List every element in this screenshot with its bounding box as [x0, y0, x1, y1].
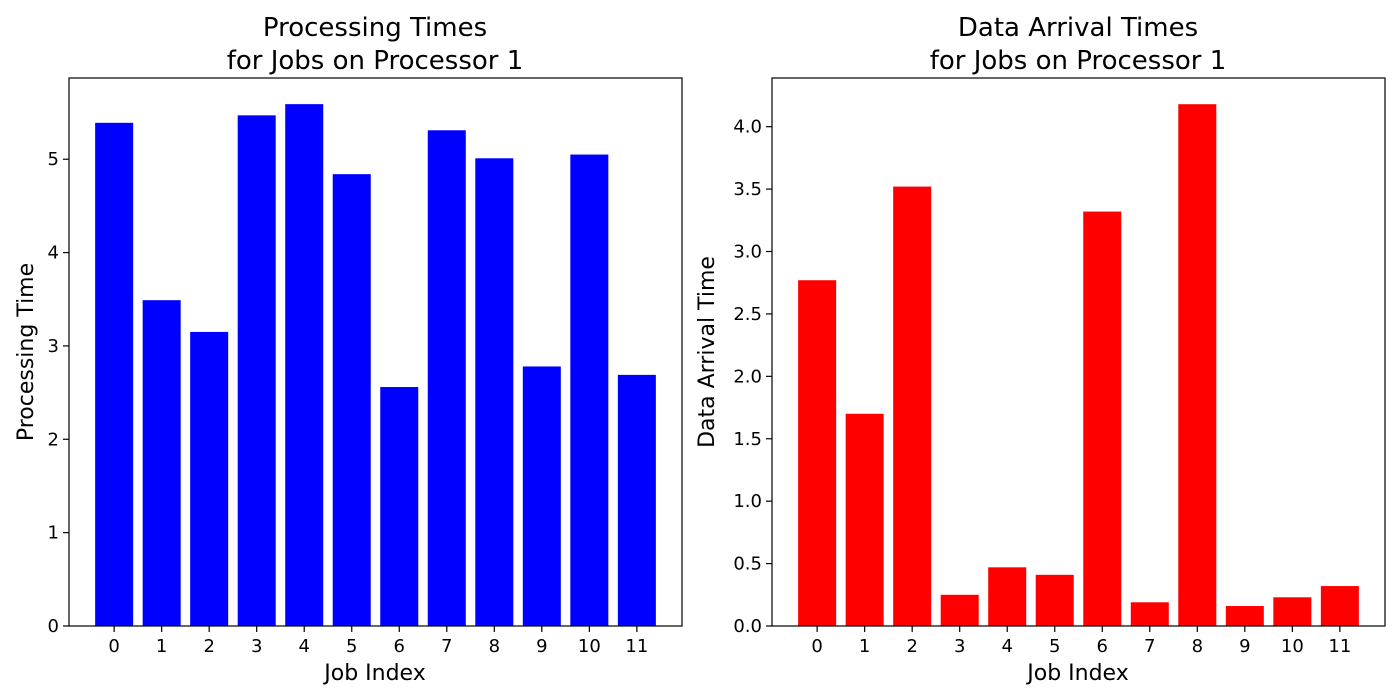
y-axis-ticks: 0.0 0.5 1.0 1.5 2.0 2.5 3.0 3.5 4.0: [733, 117, 772, 637]
y-tick-label: 1: [48, 523, 59, 544]
y-tick-label: 3.0: [733, 242, 762, 263]
x-tick-label: 4: [298, 636, 309, 657]
plot-frame: [771, 77, 1386, 627]
bar-6: [380, 387, 419, 626]
x-tick-label: 8: [1192, 636, 1203, 657]
x-tick-label: 6: [1097, 636, 1108, 657]
x-tick-label: 9: [536, 636, 547, 657]
y-tick-label: 1.0: [733, 491, 762, 512]
x-tick-label: 0: [108, 636, 119, 657]
x-tick-label: 0: [811, 636, 822, 657]
y-tick-label: 2.0: [733, 366, 762, 387]
x-tick-label: 5: [346, 636, 357, 657]
bar-11: [617, 374, 656, 626]
x-tick-label: 11: [625, 636, 648, 657]
x-tick-label: 10: [578, 636, 601, 657]
bar-0: [798, 280, 837, 626]
x-tick-label: 2: [906, 636, 917, 657]
bar-10: [570, 154, 609, 627]
bar-group: [95, 104, 656, 627]
bar-1: [142, 300, 181, 626]
bar-1: [845, 413, 884, 626]
x-tick-label: 1: [156, 636, 167, 657]
bar-5: [1035, 574, 1074, 626]
bar-4: [285, 104, 324, 626]
y-axis-label: Data Arrival Time: [695, 256, 720, 448]
x-tick-label: 4: [1001, 636, 1012, 657]
bar-2: [190, 331, 229, 626]
x-tick-label: 7: [1144, 636, 1155, 657]
bar-2: [893, 186, 932, 626]
x-tick-label: 9: [1239, 636, 1250, 657]
y-axis-ticks: 0 1 2 3 4 5: [48, 149, 69, 637]
bar-7: [1130, 602, 1169, 626]
y-tick-label: 0.5: [733, 554, 762, 575]
y-tick-label: 3: [48, 336, 59, 357]
bar-10: [1273, 597, 1312, 626]
y-tick-label: 0: [48, 616, 59, 637]
chart-title-line-2: for Jobs on Processor 1: [227, 46, 524, 76]
x-tick-label: 10: [1281, 636, 1304, 657]
bar-8: [1178, 104, 1217, 627]
bar-5: [332, 174, 371, 626]
x-axis-ticks: 0 1 2 3 4 5 6 7 8 9 10 11: [811, 626, 1351, 657]
bar-3: [940, 594, 979, 626]
x-tick-label: 3: [251, 636, 262, 657]
bar-6: [1083, 211, 1122, 626]
x-tick-label: 11: [1328, 636, 1351, 657]
chart-data-arrival-times: Data Arrival Times for Jobs on Processor…: [695, 13, 1386, 686]
y-tick-label: 3.5: [733, 179, 762, 200]
x-tick-label: 7: [441, 636, 452, 657]
x-tick-label: 8: [489, 636, 500, 657]
chart-processing-times: Processing Times for Jobs on Processor 1…: [14, 13, 683, 686]
y-tick-label: 2: [48, 429, 59, 450]
plot-frame: [68, 77, 683, 627]
x-tick-label: 1: [859, 636, 870, 657]
chart-title-line-1: Data Arrival Times: [958, 13, 1198, 43]
x-axis-label: Job Index: [322, 661, 425, 686]
bar-3: [237, 115, 276, 627]
x-axis-ticks: 0 1 2 3 4 5 6 7 8 9 10 11: [108, 626, 648, 657]
y-tick-label: 2.5: [733, 304, 762, 325]
chart-title-line-1: Processing Times: [263, 13, 487, 43]
chart-title-line-2: for Jobs on Processor 1: [930, 46, 1227, 76]
y-tick-label: 4.0: [733, 117, 762, 138]
y-axis-label: Processing Time: [14, 263, 39, 441]
bar-9: [522, 366, 561, 626]
x-tick-label: 5: [1049, 636, 1060, 657]
x-tick-label: 3: [954, 636, 965, 657]
x-tick-label: 6: [394, 636, 405, 657]
x-tick-label: 2: [203, 636, 214, 657]
bar-9: [1225, 606, 1264, 626]
bar-11: [1320, 586, 1359, 626]
bar-7: [427, 130, 466, 626]
bar-8: [475, 158, 514, 626]
y-tick-label: 0.0: [733, 616, 762, 637]
bar-4: [988, 567, 1027, 626]
y-tick-label: 5: [48, 149, 59, 170]
x-axis-label: Job Index: [1025, 661, 1128, 686]
bar-0: [95, 122, 134, 626]
bar-group: [798, 104, 1359, 627]
y-tick-label: 1.5: [733, 429, 762, 450]
y-tick-label: 4: [48, 243, 59, 264]
